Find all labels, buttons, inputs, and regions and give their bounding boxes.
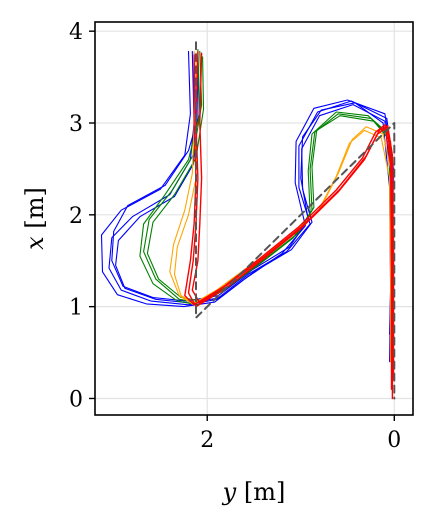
trajectory-line <box>111 56 392 363</box>
x-axis-label: y [m] <box>222 478 286 506</box>
trajectory-line <box>115 52 393 354</box>
trajectory-line <box>108 50 394 344</box>
series-group <box>184 50 395 400</box>
plot-series <box>100 41 396 400</box>
series-group <box>195 41 396 400</box>
axis-ticks: 2 0 0 1 2 3 4 <box>69 20 401 453</box>
trajectory-line <box>143 50 393 304</box>
y-axis-label: x [m] <box>21 187 49 250</box>
y-tick-label: 0 <box>69 387 83 412</box>
grid-lines <box>95 22 413 415</box>
x-tick-label: 2 <box>200 428 214 453</box>
y-tick-label: 3 <box>69 112 83 137</box>
trajectory-line <box>191 52 395 381</box>
series-group <box>100 50 394 363</box>
plot-frame <box>94 21 414 416</box>
reference-path-line <box>195 41 396 400</box>
trajectory-line <box>139 48 392 308</box>
y-tick-label: 1 <box>69 296 83 321</box>
series-group <box>139 48 393 308</box>
x-tick-label: 0 <box>387 428 401 453</box>
trajectory-line <box>187 50 394 400</box>
trajectory-line <box>184 54 393 390</box>
trajectory-line <box>146 56 393 302</box>
y-tick-label: 4 <box>69 20 83 45</box>
y-tick-label: 2 <box>69 204 83 229</box>
trajectory-line <box>100 50 393 335</box>
